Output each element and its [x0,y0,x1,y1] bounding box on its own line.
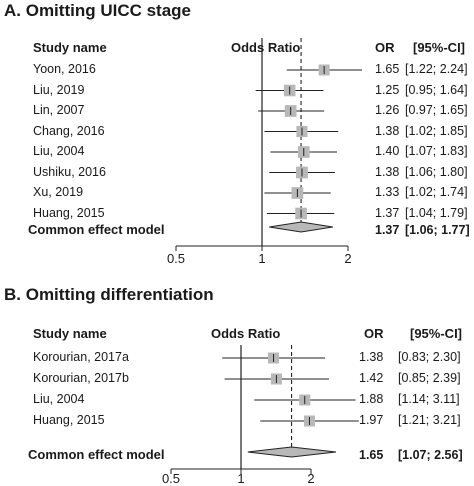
study-name: Korourian, 2017b [33,371,129,385]
study-ci: [1.04; 1.79] [405,205,468,220]
study-name: Huang, 2015 [33,413,105,427]
x-axis-tick-label: 0.5 [162,471,180,486]
study-ci: [1.22; 2.24] [405,62,468,76]
study-name: Lin, 2007 [33,103,85,117]
summary-diamond [247,446,336,458]
study-or: 1.40 [375,144,400,158]
study-ci: [0.83; 2.30] [398,350,461,364]
panel-b-plot: 0.5 1 2 [162,345,359,486]
panel-a-summary-or: 1.37 [375,223,400,237]
study-name: Korourian, 2017a [33,350,129,364]
study-ci: [1.02; 1.74] [405,185,468,199]
panel-a-summary-label: Common effect model [28,222,165,237]
study-or: 1.26 [375,103,400,117]
study-or: 1.97 [359,413,384,427]
study-ci: [1.14; 3.11] [398,392,460,406]
panel-a-study-header: Study name [33,40,107,55]
x-axis-tick-label: 1 [258,251,265,266]
study-name: Ushiku, 2016 [33,164,106,179]
study-ci: [1.02; 1.85] [405,123,468,138]
study-ci: [0.85; 2.39] [398,371,461,385]
panel-b-summary-ci: [1.07; 2.56] [398,448,463,462]
study-name: Liu, 2004 [33,392,85,406]
study-or: 1.88 [359,392,384,406]
panel-b-or-header: OR [364,326,384,341]
x-axis-tick-label: 2 [344,251,351,266]
panel-b-study-header: Study name [33,326,107,341]
study-or: 1.25 [375,82,400,97]
study-or: 1.38 [375,164,400,179]
panel-a-ci-header: [95%-CI] [413,40,466,55]
study-or: 1.38 [359,350,384,364]
panel-b-summary-label: Common effect model [28,447,165,462]
study-name: Huang, 2015 [33,205,105,220]
study-ci: [0.97; 1.65] [405,103,468,117]
study-or: 1.37 [375,205,400,220]
panel-a-plot-header: Odds Ratio [231,40,301,55]
study-ci: [0.95; 1.64] [405,82,468,97]
study-name: Xu, 2019 [33,185,84,199]
study-or: 1.38 [375,123,400,138]
x-axis-tick-label: 0.5 [167,251,185,266]
panel-b-summary-or: 1.65 [359,448,384,462]
study-name: Liu, 2019 [33,82,85,97]
summary-diamond [269,221,333,233]
panel-b-ci-header: [95%-CI] [410,326,463,341]
study-or: 1.65 [375,62,400,76]
study-name: Yoon, 2016 [33,62,96,76]
study-ci: [1.07; 1.83] [405,144,468,158]
study-or: 1.42 [359,371,384,385]
panel-a-or-header: OR [375,40,395,55]
study-ci: [1.21; 3.21] [398,413,461,427]
x-axis-tick-label: 1 [237,471,244,486]
panel-b-plot-header: Odds Ratio [211,326,281,341]
panel-a-title: A. Omitting UICC stage [4,1,192,20]
panel-b-title: B. Omitting differentiation [4,285,214,304]
study-name: Chang, 2016 [33,123,105,138]
x-axis-tick-label: 2 [307,471,314,486]
panel-a-plot: 0.5 1 2 [167,38,363,266]
study-name: Liu, 2004 [33,144,85,158]
panel-a-summary-ci: [1.06; 1.77] [405,223,470,237]
study-ci: [1.06; 1.80] [405,164,468,179]
study-or: 1.33 [375,185,400,199]
